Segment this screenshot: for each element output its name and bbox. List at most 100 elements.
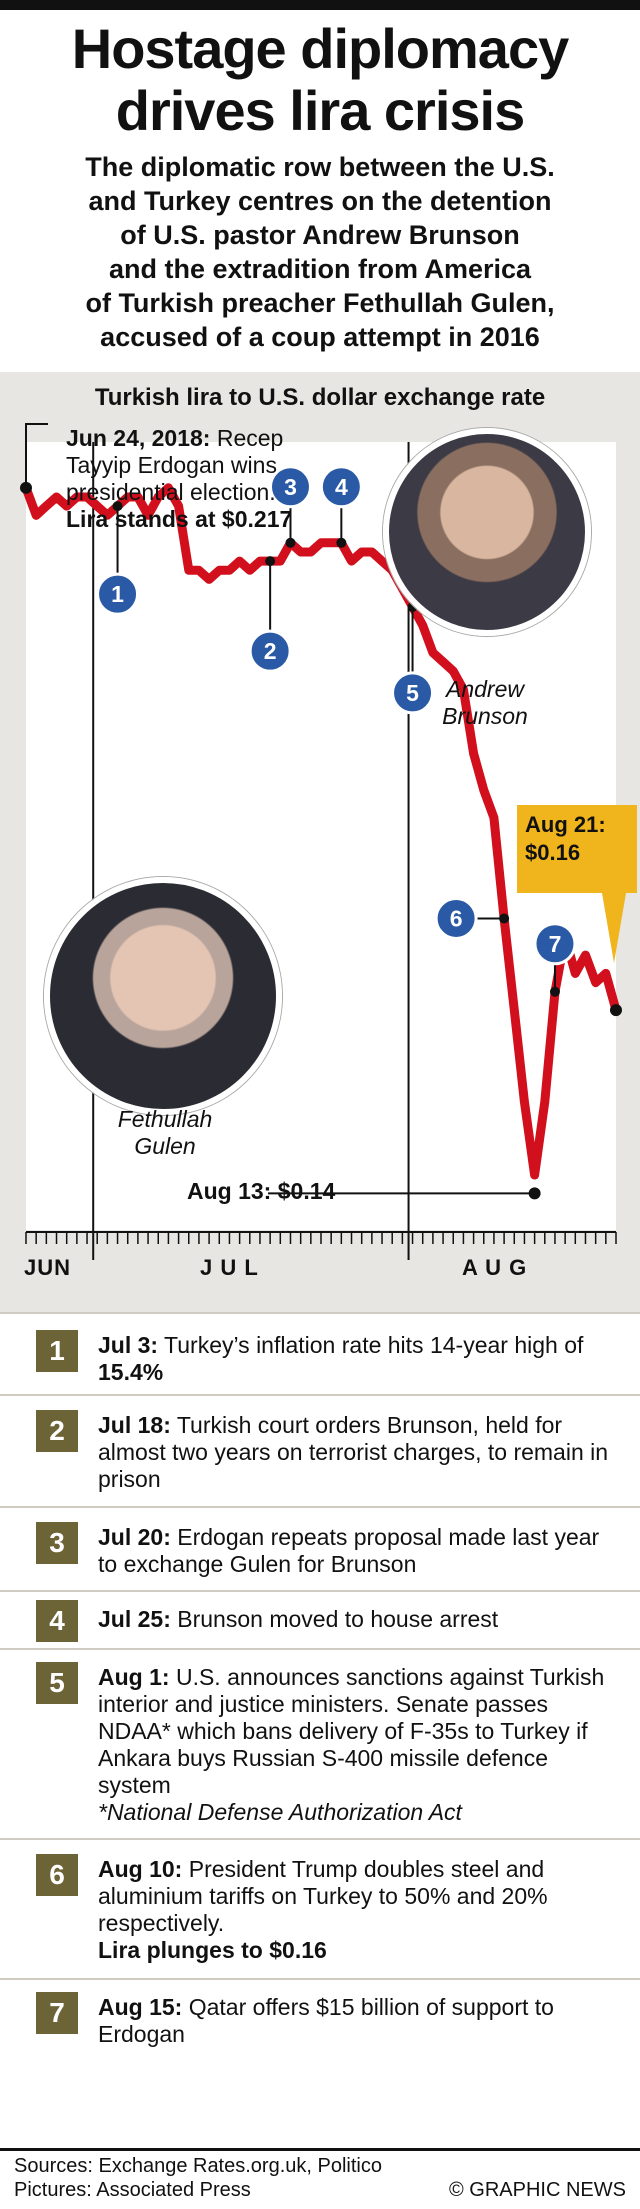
event-anchor-dot — [112, 501, 123, 512]
page-subtitle: The diplomatic row between the U.S. and … — [20, 150, 620, 354]
event-description: Brunson moved to house arrest — [170, 1606, 499, 1632]
title-line: drives lira crisis — [115, 79, 526, 142]
subtitle-line: of Turkish preacher Fethullah Gulen, — [85, 288, 555, 318]
event-description: Erdogan repeats proposal made last year … — [98, 1524, 600, 1577]
event-anchor-dot — [285, 537, 296, 548]
caption-line: Brunson — [442, 703, 528, 729]
month-label-jun: JUN — [24, 1255, 72, 1280]
event-text: Aug 15: Qatar offers $15 billion of supp… — [98, 1994, 618, 2048]
footer-sources: Sources: Exchange Rates.org.uk, Politico — [14, 2155, 382, 2177]
event-number: 7 — [36, 1992, 78, 2034]
event-text: Aug 10: President Trump doubles steel an… — [98, 1856, 618, 1964]
event-description: Turkish court orders Brunson, held for a… — [98, 1412, 609, 1492]
brunson-caption: Andrew Brunson — [420, 676, 550, 730]
event-text: Jul 20: Erdogan repeats proposal made la… — [98, 1524, 618, 1578]
event-marker — [434, 896, 478, 940]
subtitle-line: of U.S. pastor Andrew Brunson — [120, 220, 520, 250]
footer: Sources: Exchange Rates.org.uk, Politico… — [0, 2148, 640, 2209]
event-text: Jul 3: Turkey’s inflation rate hits 14-y… — [98, 1332, 618, 1386]
event-number: 3 — [36, 1522, 78, 1564]
event-number: 1 — [36, 1330, 78, 1372]
brunson-photo — [383, 428, 591, 636]
caption-line: Andrew — [446, 676, 524, 702]
event-marker-label: 1 — [111, 581, 124, 607]
event-footnote: *National Defense Authorization Act — [98, 1799, 462, 1825]
chart-title: Turkish lira to U.S. dollar exchange rat… — [94, 384, 546, 411]
event-date: Jul 18: — [98, 1412, 171, 1438]
caption-line: Fethullah — [117, 1106, 213, 1132]
event-marker-label: 3 — [284, 474, 297, 500]
event-number: 2 — [36, 1410, 78, 1452]
highlight-dot — [20, 481, 32, 494]
event-anchor-dot — [336, 537, 347, 548]
callout-date: Aug 21: — [525, 812, 606, 837]
callout-value: $0.16 — [525, 840, 581, 865]
annotation-emphasis: Lira stands at $0.217 — [66, 506, 293, 532]
event-anchor-dot — [499, 913, 510, 924]
event-description: Qatar offers $15 billion of support to E… — [98, 1994, 554, 2047]
event-number: 4 — [36, 1600, 78, 1642]
event-marker — [96, 572, 140, 616]
subtitle-line: and the extradition from America — [108, 254, 532, 284]
event-marker-label: 4 — [335, 474, 348, 500]
event-marker — [248, 629, 292, 673]
event-marker — [319, 465, 363, 509]
annotation-text: Recep — [210, 425, 284, 451]
month-label-aug: A U G — [462, 1255, 528, 1280]
event-date: Jul 3: — [98, 1332, 159, 1358]
subtitle-line: accused of a coup attempt in 2016 — [100, 322, 540, 352]
event-item-2: 2 Jul 18: Turkish court orders Brunson, … — [0, 1394, 640, 1506]
page-title: Hostage diplomacy drives lira crisis — [0, 18, 640, 142]
annotation-text: Tayyip Erdogan wins — [66, 452, 277, 478]
event-text: Jul 25: Brunson moved to house arrest — [98, 1606, 618, 1633]
event-date: Jul 20: — [98, 1524, 171, 1550]
event-item-1: 1 Jul 3: Turkey’s inflation rate hits 14… — [0, 1312, 640, 1394]
title-line: Hostage diplomacy — [71, 17, 569, 80]
subtitle-line: The diplomatic row between the U.S. — [85, 152, 555, 182]
subtitle-line: and Turkey centres on the detention — [88, 186, 552, 216]
month-label-jul: J U L — [200, 1255, 259, 1280]
footer-pictures: Pictures: Associated Press — [14, 2179, 251, 2201]
event-date: Aug 10: — [98, 1856, 183, 1882]
caption-line: Gulen — [134, 1133, 196, 1159]
event-emphasis: Lira plunges to $0.16 — [98, 1937, 327, 1963]
event-marker — [391, 671, 435, 715]
event-marker-label: 5 — [406, 680, 419, 706]
event-text: Aug 1: U.S. announces sanctions against … — [98, 1664, 618, 1826]
event-description: Turkey’s inflation rate hits 14-year hig… — [158, 1332, 584, 1358]
event-item-4: 4 Jul 25: Brunson moved to house arrest — [0, 1590, 640, 1648]
leader-line-jun24 — [25, 423, 48, 488]
event-item-7: 7 Aug 15: Qatar offers $15 billion of su… — [0, 1978, 640, 2078]
event-anchor-dot — [549, 986, 560, 997]
top-rule — [0, 0, 640, 10]
event-date: Aug 15: — [98, 1994, 183, 2020]
event-date: Jul 25: — [98, 1606, 171, 1632]
aug21-callout: Aug 21: $0.16 — [517, 805, 637, 893]
event-item-3: 3 Jul 20: Erdogan repeats proposal made … — [0, 1506, 640, 1590]
event-marker — [533, 922, 577, 966]
footer-credit: © GRAPHIC NEWS — [449, 2179, 626, 2201]
event-marker-label: 7 — [549, 931, 562, 957]
event-text: Jul 18: Turkish court orders Brunson, he… — [98, 1412, 618, 1493]
event-number: 5 — [36, 1662, 78, 1704]
event-item-5: 5 Aug 1: U.S. announces sanctions agains… — [0, 1648, 640, 1838]
aug13-label: Aug 13: $0.14 — [187, 1178, 336, 1204]
gulen-caption: Fethullah Gulen — [90, 1106, 240, 1160]
callout-pointer — [602, 893, 626, 963]
annotation-date: Jun 24, 2018: — [66, 425, 211, 451]
event-item-6: 6 Aug 10: President Trump doubles steel … — [0, 1838, 640, 1978]
annotation-text: presidential election. — [66, 479, 276, 505]
event-marker — [268, 465, 312, 509]
election-annotation: Jun 24, 2018: Recep Tayyip Erdogan wins … — [66, 425, 396, 533]
event-description: President Trump doubles steel and alumin… — [98, 1856, 548, 1936]
gulen-photo — [44, 877, 282, 1115]
event-marker-label: 2 — [264, 638, 277, 664]
event-emphasis: 15.4% — [98, 1359, 164, 1385]
highlight-dot — [528, 1187, 541, 1200]
event-number: 6 — [36, 1854, 78, 1896]
rate-line — [21, 483, 621, 1180]
event-marker-label: 6 — [450, 905, 463, 931]
event-date: Aug 1: — [98, 1664, 170, 1690]
event-anchor-dot — [265, 556, 276, 567]
highlight-dot — [610, 1004, 622, 1017]
